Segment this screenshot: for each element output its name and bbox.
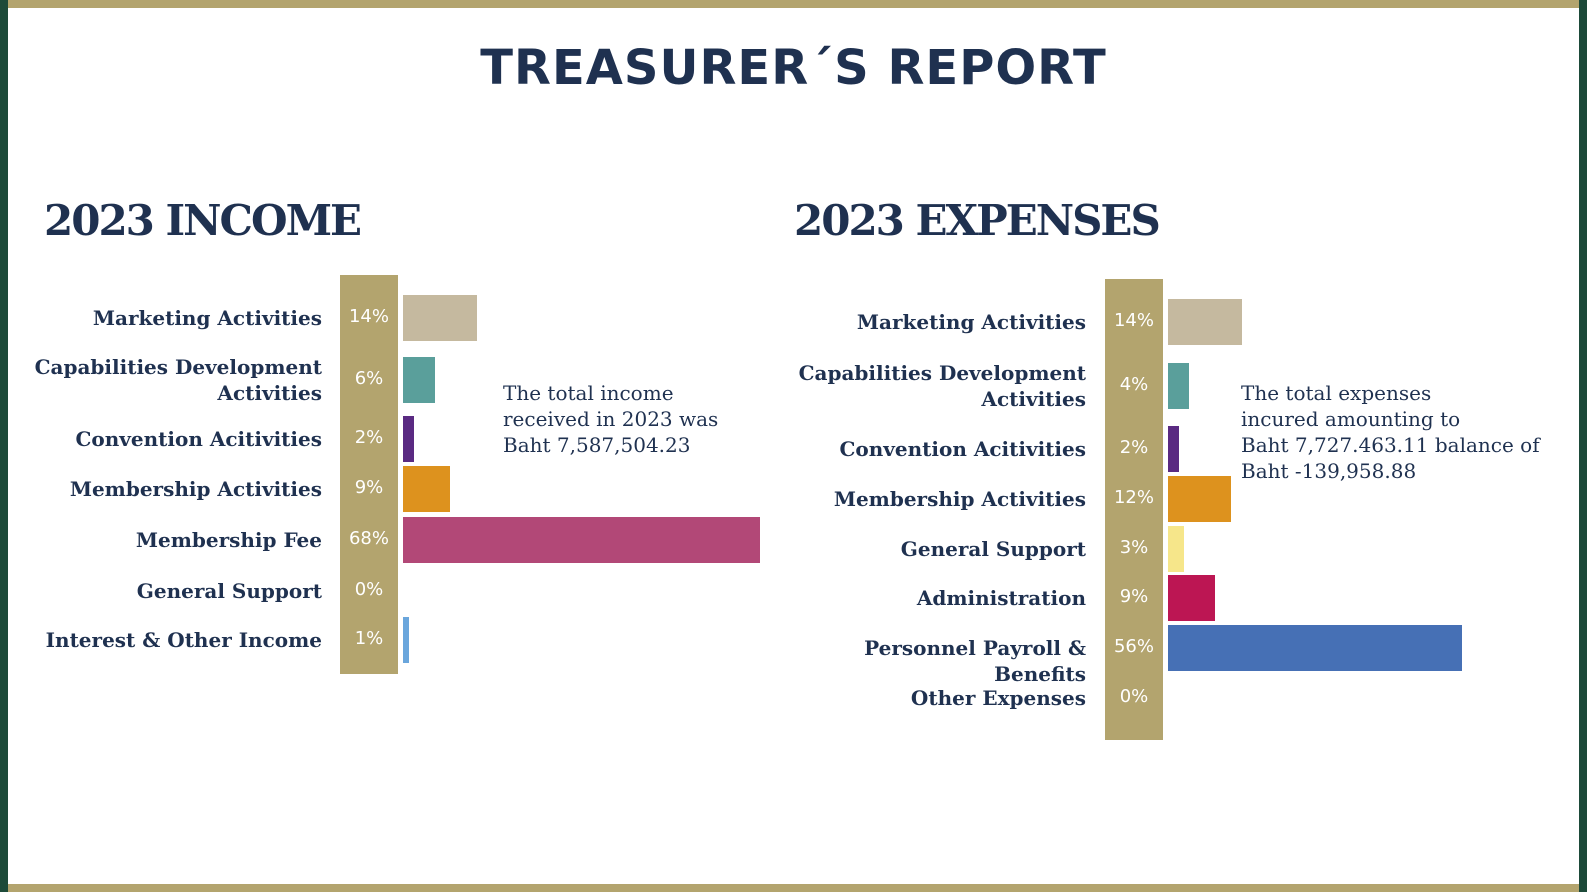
- expenses-value-label: 3%: [1119, 537, 1149, 558]
- expenses-category-label: Capabilities Development Activities: [798, 361, 1086, 411]
- expenses-value-label: 4%: [1119, 374, 1149, 395]
- frame-right-border: [1579, 0, 1587, 892]
- expenses-bar: [1168, 575, 1216, 621]
- frame-left-border: [0, 0, 8, 892]
- expenses-bar: [1168, 476, 1231, 522]
- expenses-note-line: Baht -139,958.88: [1241, 459, 1417, 483]
- frame-bottom-border: [0, 884, 1587, 892]
- income-bar: [403, 357, 435, 403]
- expenses-category-label: Convention Acitivities: [839, 437, 1086, 461]
- income-category-label: Membership Activities: [69, 477, 322, 501]
- expenses-percent-column: [1105, 279, 1163, 740]
- expenses-value-label: 14%: [1113, 310, 1154, 331]
- income-bar: [403, 617, 409, 663]
- income-bar: [403, 295, 477, 341]
- expenses-category-label: Administration: [916, 586, 1086, 610]
- income-category-label: General Support: [136, 579, 322, 603]
- expenses-value-label: 56%: [1113, 636, 1154, 657]
- expenses-value-label: 2%: [1119, 437, 1149, 458]
- income-value-label: 2%: [354, 427, 384, 448]
- expenses-bar: [1168, 299, 1242, 345]
- income-summary-note: The total income received in 2023 was Ba…: [503, 380, 718, 458]
- expenses-value-label: 9%: [1119, 586, 1149, 607]
- expenses-category-label: Membership Activities: [833, 487, 1086, 511]
- income-note-line: received in 2023 was: [503, 407, 719, 431]
- expenses-category-label: Other Expenses: [910, 686, 1086, 710]
- expenses-value-label: 0%: [1119, 686, 1149, 707]
- income-category-label: Capabilities Development Activities: [34, 355, 322, 405]
- income-bar: [403, 416, 414, 462]
- expenses-summary-note: The total expenses incured amounting to …: [1241, 380, 1540, 484]
- income-percent-column: [340, 275, 398, 674]
- income-category-label: Convention Acitivities: [75, 427, 322, 451]
- income-value-label: 9%: [354, 477, 384, 498]
- income-category-label: Marketing Activities: [92, 306, 322, 330]
- expenses-note-line: incured amounting to: [1241, 407, 1461, 431]
- expenses-heading: 2023 EXPENSES: [794, 196, 1161, 245]
- income-category-label: Interest & Other Income: [45, 628, 322, 652]
- income-value-label: 1%: [354, 628, 384, 649]
- income-note-line: Baht 7,587,504.23: [503, 433, 691, 457]
- expenses-bar: [1168, 526, 1184, 572]
- expenses-category-label: General Support: [900, 537, 1086, 561]
- expenses-bar: [1168, 363, 1189, 409]
- expenses-category-label: Marketing Activities: [856, 310, 1086, 334]
- frame-top-border: [0, 0, 1587, 8]
- income-bar: [403, 517, 760, 563]
- expenses-bar: [1168, 625, 1462, 671]
- income-value-label: 14%: [348, 306, 389, 327]
- page-title: TREASURER´S REPORT: [480, 40, 1107, 96]
- income-value-label: 68%: [348, 528, 389, 549]
- income-heading: 2023 INCOME: [44, 196, 362, 245]
- income-category-label: Membership Fee: [135, 528, 322, 552]
- expenses-category-label: Personnel Payroll & Benefits: [864, 636, 1086, 686]
- expenses-note-line: Baht 7,727.463.11 balance of: [1241, 433, 1540, 457]
- expenses-note-line: The total expenses: [1241, 381, 1432, 405]
- expenses-bar: [1168, 426, 1179, 472]
- expenses-value-label: 12%: [1113, 487, 1154, 508]
- income-value-label: 0%: [354, 579, 384, 600]
- income-value-label: 6%: [354, 368, 384, 389]
- income-note-line: The total income: [503, 381, 674, 405]
- income-bar: [403, 466, 451, 512]
